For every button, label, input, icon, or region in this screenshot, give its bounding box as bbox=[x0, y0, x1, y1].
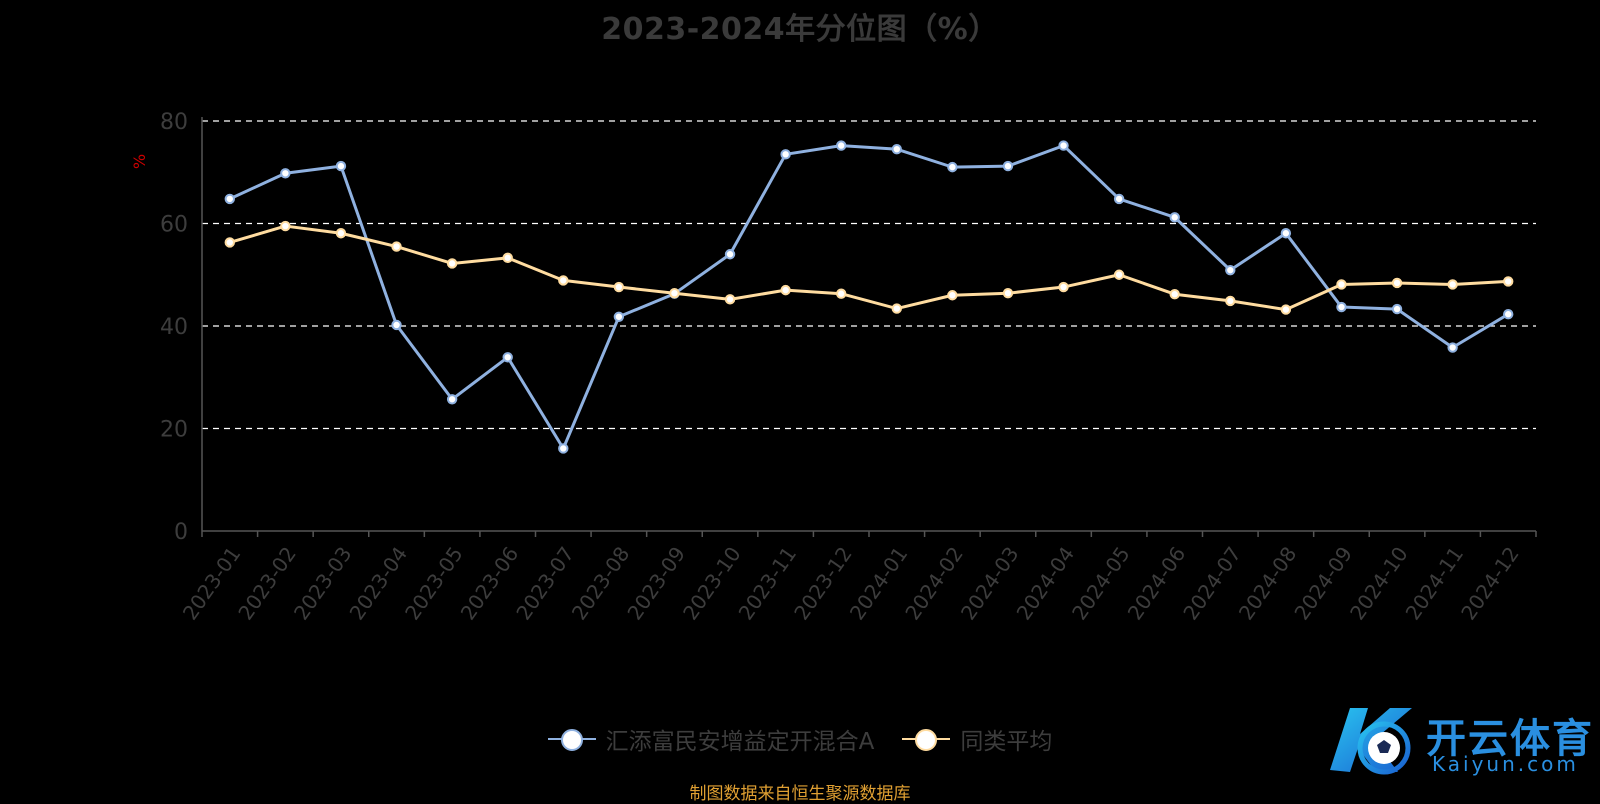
data-point bbox=[1225, 264, 1236, 276]
data-point bbox=[1169, 289, 1180, 300]
data-point bbox=[1447, 342, 1458, 353]
watermark-cn: 开云体育 bbox=[1426, 716, 1594, 762]
data-point bbox=[1113, 269, 1125, 280]
legend: 汇添富民安增益定开混合A 同类平均 bbox=[0, 722, 1600, 756]
data-point bbox=[1280, 228, 1292, 239]
data-point bbox=[1391, 277, 1403, 289]
y-tick-label: 60 bbox=[160, 213, 188, 238]
data-point bbox=[224, 193, 235, 205]
data-point bbox=[613, 281, 625, 293]
data-point bbox=[335, 228, 347, 239]
data-point bbox=[1058, 281, 1069, 293]
x-tick-label: 2024-12 bbox=[1456, 542, 1524, 624]
data-point bbox=[1336, 301, 1347, 313]
data-point bbox=[280, 168, 291, 179]
watermark-logo: 开云体育 Kaiyun.com bbox=[1316, 700, 1596, 782]
data-point bbox=[947, 161, 958, 173]
data-point bbox=[1058, 140, 1069, 151]
data-point bbox=[891, 303, 902, 314]
data-point bbox=[669, 288, 680, 299]
y-tick-label: 0 bbox=[174, 520, 188, 545]
legend-label-fund: 汇添富民安增益定开混合A bbox=[605, 729, 875, 755]
data-point bbox=[1169, 212, 1180, 223]
legend-swatch-fund bbox=[547, 729, 596, 751]
data-point bbox=[1391, 303, 1403, 315]
legend-label-average: 同类平均 bbox=[960, 729, 1053, 755]
legend-swatch-average bbox=[902, 729, 951, 751]
data-point bbox=[724, 249, 736, 260]
data-point bbox=[836, 288, 847, 299]
data-point bbox=[558, 275, 569, 286]
y-tick-label: 20 bbox=[160, 418, 188, 443]
data-point bbox=[1447, 279, 1458, 290]
y-tick-label: 80 bbox=[160, 110, 188, 135]
legend-item-average[interactable]: 同类平均 bbox=[902, 722, 1052, 756]
data-source-note: 制图数据来自恒生聚源数据库 bbox=[689, 784, 911, 804]
data-point bbox=[335, 160, 347, 172]
data-point bbox=[446, 394, 458, 405]
y-axis-label: % bbox=[130, 153, 150, 170]
data-point bbox=[836, 140, 847, 151]
y-tick-label: 40 bbox=[160, 315, 188, 340]
chart-title: 2023-2024年分位图（%） bbox=[601, 12, 999, 47]
series-line-1 bbox=[229, 224, 1509, 312]
data-point bbox=[1002, 288, 1014, 299]
data-point bbox=[1113, 193, 1125, 205]
data-point bbox=[780, 284, 791, 296]
data-point bbox=[446, 258, 458, 269]
data-point bbox=[502, 252, 513, 264]
legend-item-fund[interactable]: 汇添富民安增益定开混合A bbox=[547, 722, 875, 756]
data-point bbox=[1336, 279, 1347, 290]
data-point bbox=[391, 319, 402, 331]
watermark-en: Kaiyun.com bbox=[1432, 752, 1579, 776]
data-point bbox=[224, 237, 235, 248]
data-point bbox=[558, 443, 569, 454]
data-point bbox=[391, 241, 402, 252]
data-point bbox=[947, 290, 958, 301]
data-point bbox=[1280, 304, 1292, 315]
data-point bbox=[724, 294, 736, 305]
data-point bbox=[280, 220, 291, 232]
data-point bbox=[1503, 309, 1514, 320]
soccer-ball-icon bbox=[1330, 708, 1412, 775]
data-point bbox=[1002, 160, 1014, 172]
data-point bbox=[780, 149, 791, 160]
data-point bbox=[613, 311, 625, 322]
data-point bbox=[891, 143, 902, 155]
data-point bbox=[502, 352, 513, 363]
data-point bbox=[1225, 295, 1236, 307]
series-line-0 bbox=[229, 144, 1509, 450]
data-point bbox=[1503, 276, 1514, 287]
